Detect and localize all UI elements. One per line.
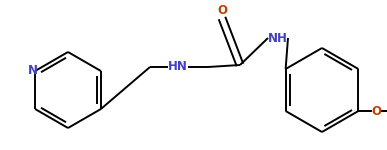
Text: HN: HN	[168, 60, 188, 74]
Text: NH: NH	[268, 32, 288, 45]
Text: N: N	[28, 64, 38, 78]
Text: O: O	[217, 4, 227, 18]
Text: O: O	[372, 105, 381, 117]
